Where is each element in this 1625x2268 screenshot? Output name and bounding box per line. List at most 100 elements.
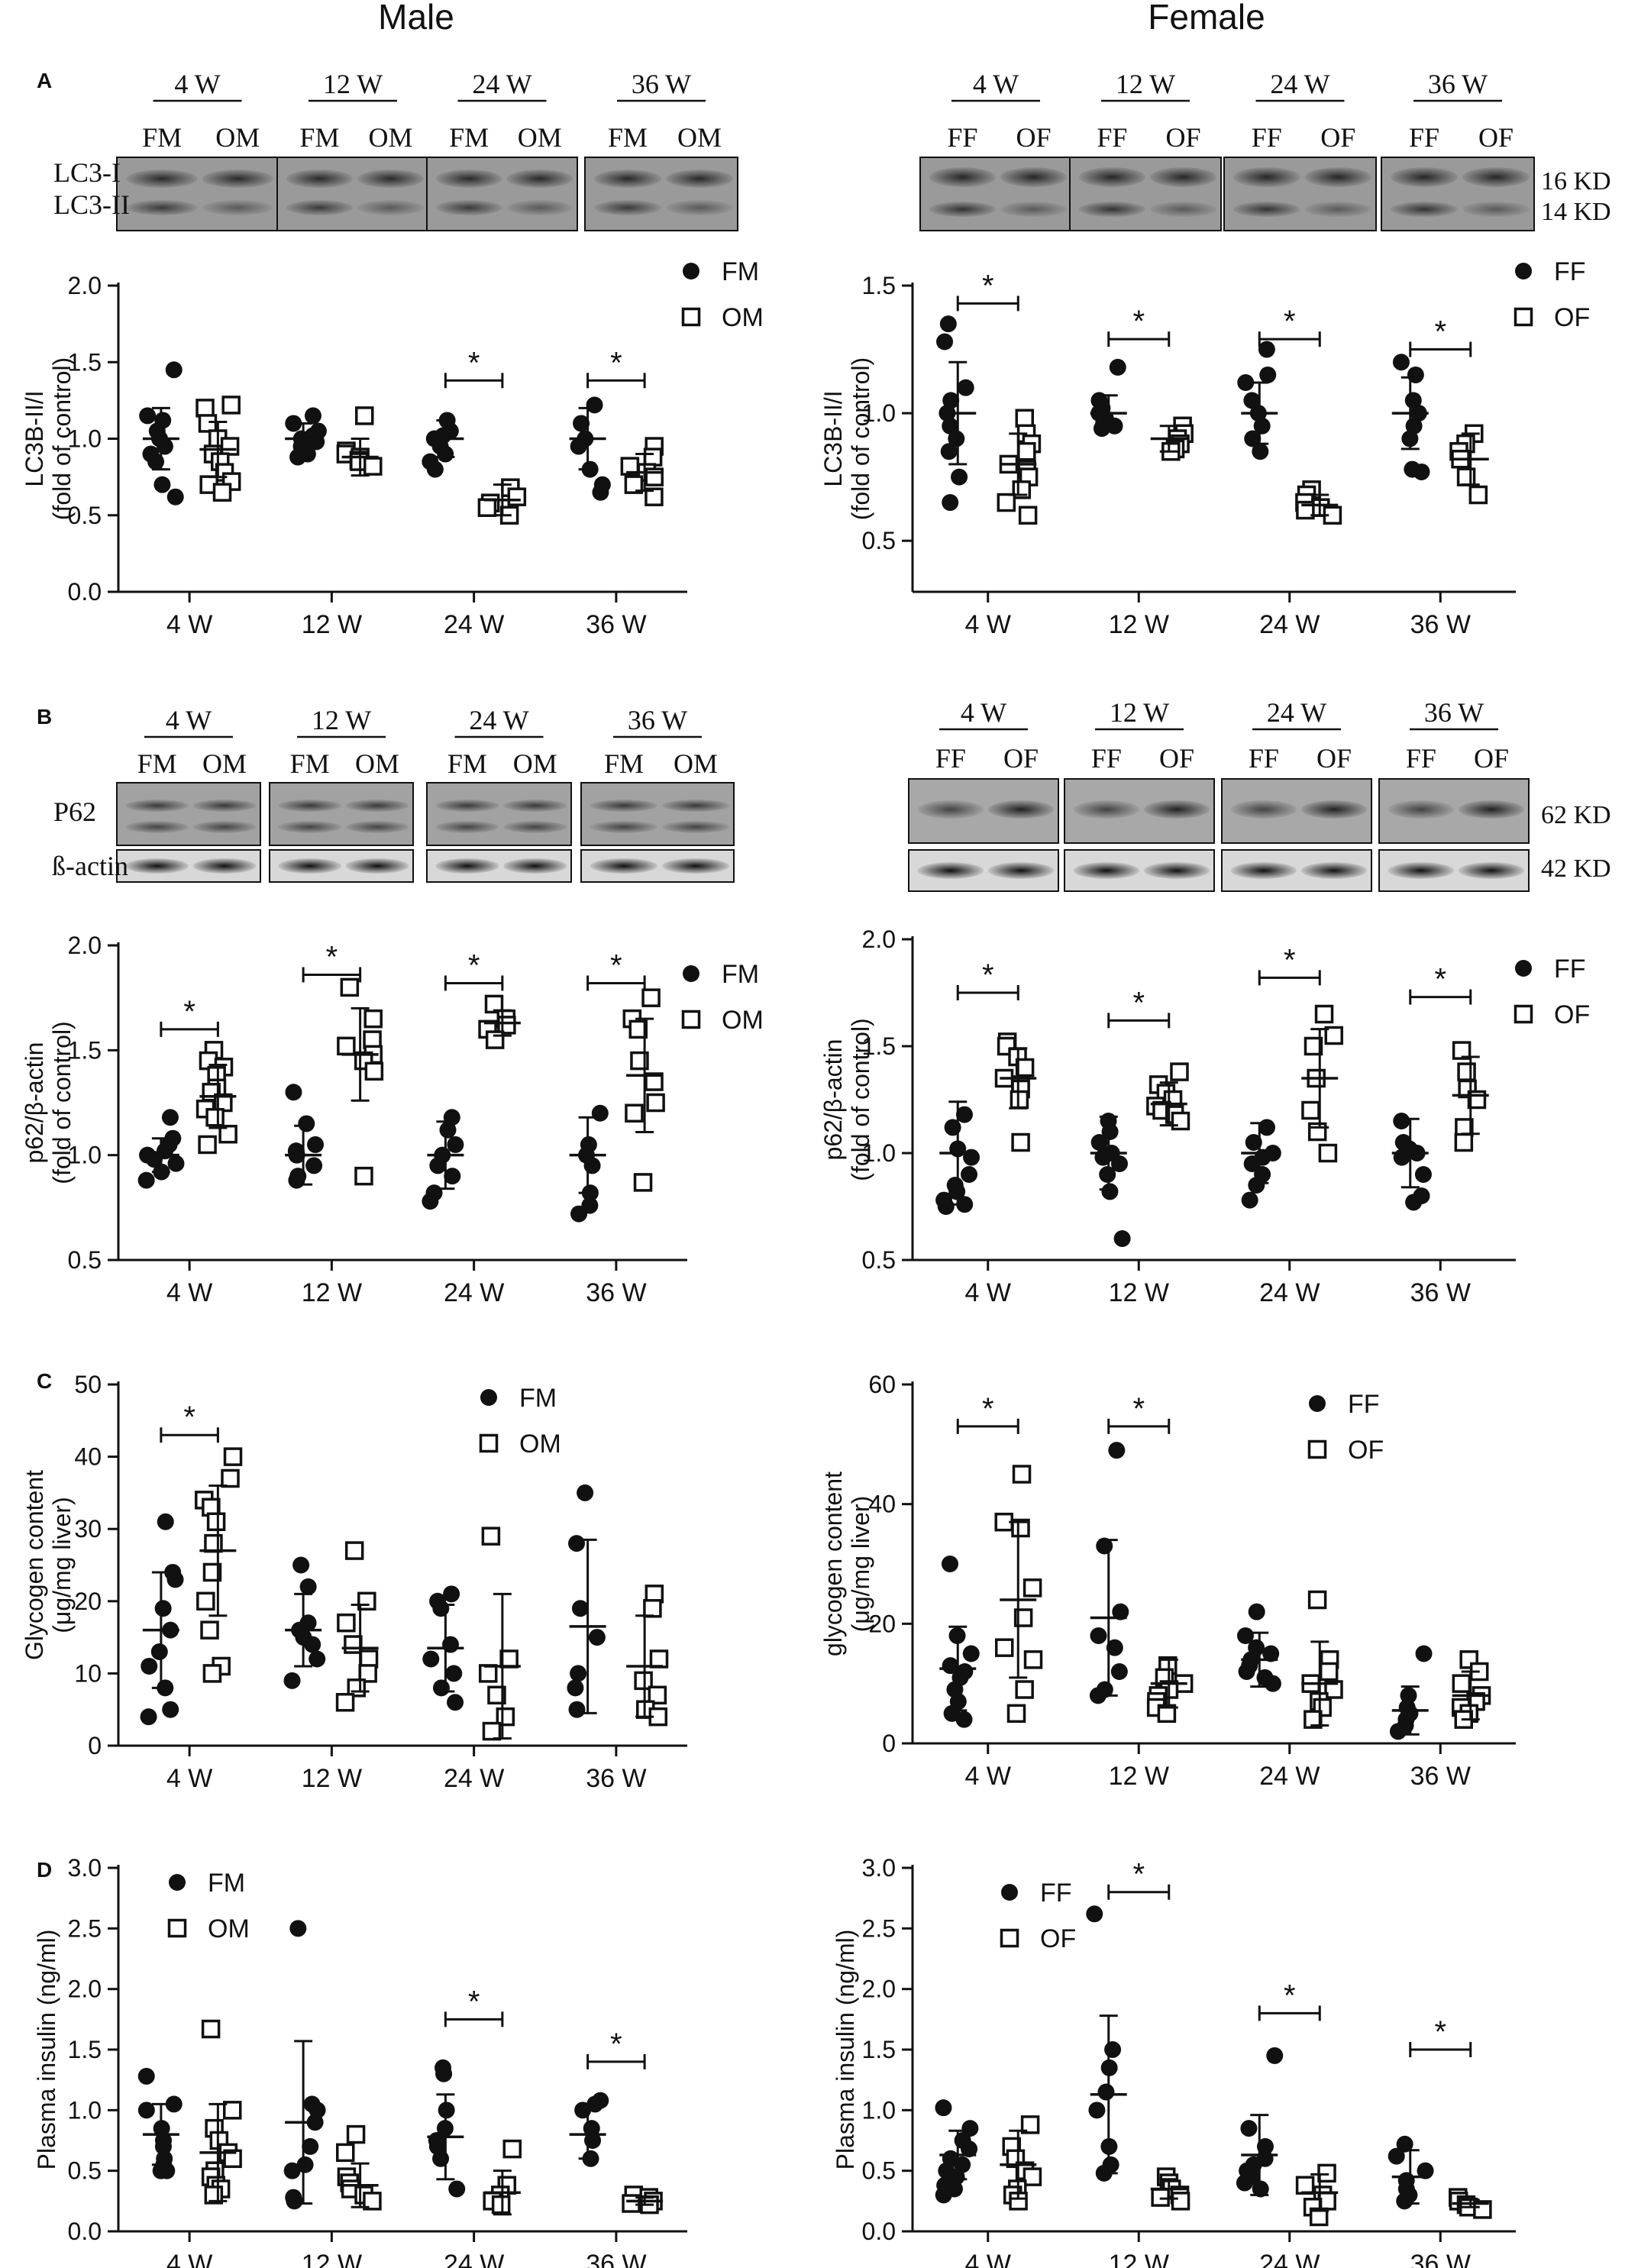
y-tick-label: 1.0	[68, 1142, 102, 1169]
data-point	[1452, 1041, 1472, 1060]
data-point	[1010, 1090, 1029, 1110]
significance-star: *	[1284, 305, 1296, 338]
blot-band	[917, 800, 984, 819]
blot-row-label: LC3-II	[53, 189, 130, 220]
y-axis-label-line: (fold of control)	[847, 357, 874, 520]
y-tick-label: 2.0	[68, 932, 102, 959]
blot-band	[1388, 862, 1454, 879]
data-point	[1237, 373, 1255, 391]
data-point	[222, 2101, 242, 2120]
blot-band	[1458, 800, 1525, 819]
data-point	[942, 392, 960, 409]
y-axis-label: p62/β-actin(fold of control)	[21, 1021, 76, 1184]
chart-B-female: 0.5 1.0 1.5 2.0 4 W 12 W 24 W 36 W p62/β-actin(f…	[819, 926, 1590, 1307]
data-point	[162, 1701, 179, 1718]
data-point	[1157, 1704, 1177, 1724]
legend-label: OM	[722, 1006, 764, 1035]
blot-band	[345, 858, 409, 874]
blot-strip	[1223, 157, 1377, 231]
data-point	[292, 1556, 310, 1574]
x-tick-label: 4 W	[166, 2250, 212, 2268]
chart-D-male: 0.0 0.5 1.0 1.5 2.0 2.5 3.0 4 W 12 W 24 W 36 W Plas…	[33, 1854, 687, 2268]
y-axis-label: Plasma insulin (ng/ml)	[33, 1930, 60, 2170]
blot-strip	[1381, 157, 1535, 231]
blot-band	[125, 800, 189, 812]
legend-label: OF	[1554, 1000, 1590, 1029]
x-tick-label: 36 W	[586, 1764, 646, 1793]
blot-strip	[116, 782, 261, 846]
blot-band	[345, 800, 409, 812]
blot-band	[662, 800, 729, 812]
blot-band	[345, 821, 409, 833]
blot-lane-label: FF	[947, 122, 977, 153]
data-point	[206, 1512, 226, 1531]
data-point	[218, 1124, 237, 1144]
data-point	[363, 457, 383, 476]
data-point	[622, 2194, 641, 2213]
data-point	[1417, 2162, 1434, 2179]
data-point	[961, 2120, 979, 2137]
data-point	[1304, 1710, 1323, 1729]
data-point	[1101, 1123, 1119, 1140]
blot-band	[1000, 167, 1068, 187]
y-axis-label: LC3B-II/I(fold of control)	[21, 357, 76, 520]
data-point	[936, 333, 954, 351]
data-point	[1248, 1603, 1265, 1620]
series-FF	[936, 315, 1430, 512]
data-point	[422, 1193, 439, 1210]
data-point	[1108, 1442, 1126, 1459]
significance-star: *	[468, 346, 480, 380]
y-tick-label: 3.0	[862, 1854, 896, 1882]
data-point	[1101, 1183, 1119, 1200]
data-point	[1393, 1149, 1410, 1166]
blot-band	[278, 800, 342, 812]
y-axis-label: Plasma insulin (ng/ml)	[832, 1930, 859, 2170]
blot-lane-label: OM	[368, 122, 412, 153]
legend-label: FF	[1348, 1390, 1380, 1419]
significance-star: *	[1132, 1858, 1145, 1892]
legend-label: OM	[208, 1914, 250, 1943]
data-point	[573, 415, 590, 432]
x-tick-label: 12 W	[302, 610, 362, 639]
x-tick-label: 36 W	[1410, 1278, 1471, 1307]
blot-band	[1230, 800, 1297, 819]
blot-lane-label: OF	[1320, 122, 1355, 153]
blot-lane-label: FM	[137, 748, 177, 779]
significance-star: *	[982, 1392, 994, 1426]
blot-strip	[580, 782, 735, 846]
data-point	[1389, 1723, 1407, 1740]
blot-band	[987, 800, 1055, 819]
data-point	[161, 1109, 179, 1126]
x-tick-label: 24 W	[1259, 1278, 1320, 1307]
scatter-charts: 0.00.51.01.52.04 W 12 W 24 W 36 WLC3B-II/I(…	[21, 257, 1590, 2268]
blot-band	[1300, 800, 1368, 819]
y-tick-label: 40	[868, 1491, 896, 1518]
blot-lane-label: OM	[215, 122, 260, 153]
data-point	[962, 1645, 980, 1662]
blot-band	[929, 167, 996, 187]
data-point	[363, 1009, 383, 1029]
blot-lane-label: FM	[299, 122, 339, 153]
blot-week-label: 24 W	[1270, 69, 1329, 99]
data-point	[997, 493, 1016, 512]
y-axis-label-line: p62/β-actin	[819, 1039, 847, 1161]
blot-band	[1000, 202, 1068, 217]
y-tick-label: 0.0	[862, 2218, 896, 2245]
blot-kd-label: 62 KD	[1541, 801, 1611, 829]
x-tick-label: 24 W	[1259, 610, 1320, 639]
data-point	[1396, 2135, 1413, 2153]
column-title-male: Male	[378, 0, 454, 37]
data-point	[432, 1600, 450, 1617]
legend-label: OM	[722, 303, 764, 332]
data-point	[355, 406, 374, 425]
significance-star: *	[468, 948, 480, 982]
y-tick-label: 1.5	[68, 348, 102, 376]
panel-letter-d: D	[37, 1858, 52, 1882]
y-tick-label: 1.0	[862, 1139, 896, 1167]
data-point	[299, 1578, 317, 1595]
data-point	[305, 1157, 323, 1174]
data-point	[1307, 1590, 1327, 1610]
data-point	[1012, 1465, 1032, 1484]
significance-star: *	[1132, 1392, 1145, 1426]
significance-star: *	[610, 948, 622, 982]
